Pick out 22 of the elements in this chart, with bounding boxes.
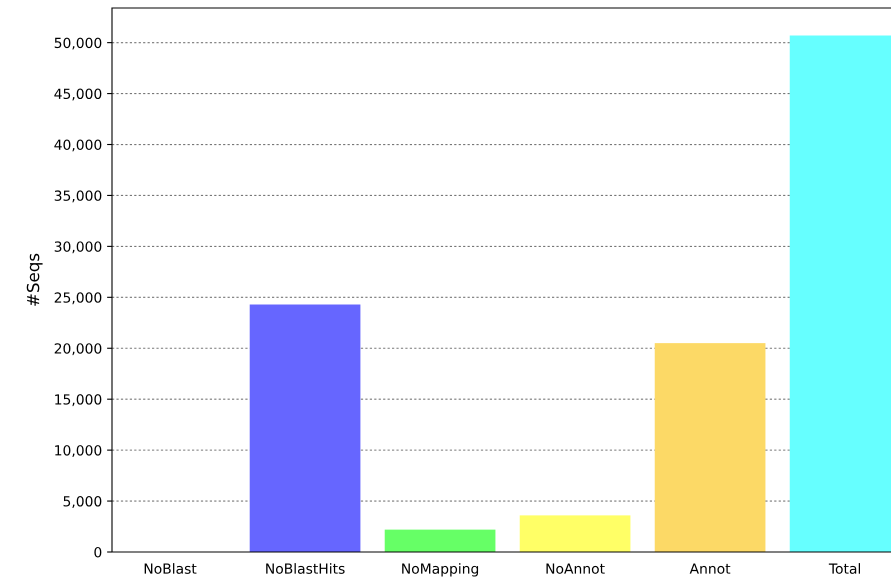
y-tick-label: 35,000 [54,190,102,202]
y-tick-label: 20,000 [54,343,102,356]
bar [520,515,630,552]
x-tick-label: NoBlastHits [266,563,345,574]
y-tick-label: 25,000 [54,292,102,304]
bar [654,343,766,552]
y-tick-label: 40,000 [54,139,102,152]
y-tick-label: 45,000 [54,88,102,100]
y-tick-label: 30,000 [54,241,102,254]
x-tick-label: Annot [690,564,730,574]
y-axis-title: #Seqs [26,254,43,306]
x-tick-label: NoBlast [144,563,196,574]
bar [384,530,496,552]
y-tick-label: 50,000 [54,38,102,50]
y-tick-label: 0 [94,546,102,558]
y-tick-label: 10,000 [55,445,102,458]
bar [250,304,360,552]
y-tick-label: 15,000 [55,394,102,406]
x-tick-label: NoMapping [402,563,478,577]
y-tick-label: 5,000 [64,496,102,508]
x-tick-label: NoAnnot [546,564,605,574]
x-tick-label: Total [828,563,860,574]
